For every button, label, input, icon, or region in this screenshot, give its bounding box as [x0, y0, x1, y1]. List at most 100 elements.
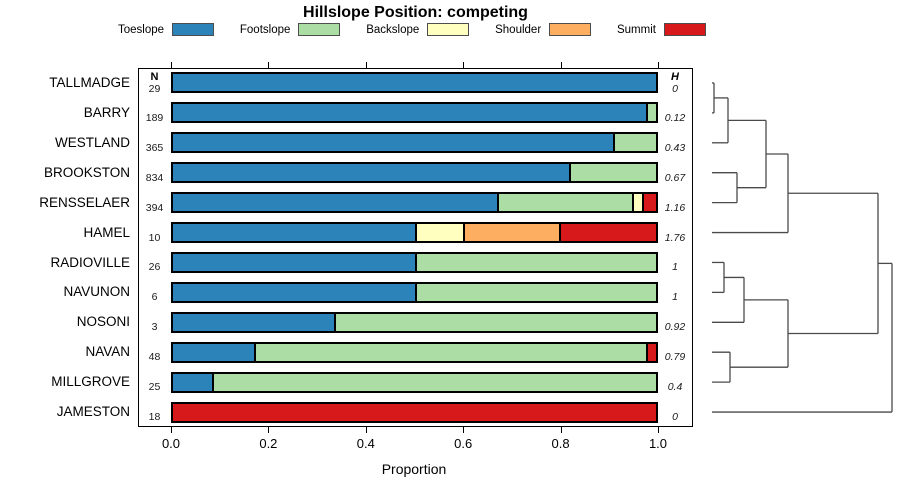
bar-segment-toeslope	[173, 224, 415, 242]
bar-westland	[171, 132, 658, 154]
bar-jameston	[171, 401, 658, 423]
n-value: 834	[145, 171, 164, 184]
legend-item-summit: Summit	[617, 23, 706, 36]
axis-tick-top	[463, 62, 465, 68]
row-label-navan: NAVAN	[85, 344, 130, 360]
axis-tick-top	[171, 62, 172, 68]
n-value: 189	[145, 111, 164, 124]
axis-tick-bottom	[560, 427, 562, 433]
n-value: 48	[148, 351, 161, 364]
axis-tick-bottom	[463, 427, 465, 433]
row-label-jameston: JAMESTON	[56, 404, 130, 420]
n-cell-barry: 189	[140, 98, 169, 128]
bar-radioville	[171, 251, 658, 273]
bar-segment-summit	[646, 343, 656, 361]
legend-swatch-footslope	[298, 23, 341, 36]
legend-swatch-summit	[663, 23, 706, 36]
bar-segment-toeslope	[173, 194, 497, 212]
n-cell-millgrove: 25	[140, 367, 169, 397]
n-value: 365	[145, 141, 164, 154]
shannon-h-value: 0.12	[664, 111, 686, 124]
h-cell-radioville: 1	[658, 248, 692, 278]
axis-tick-bottom	[171, 427, 172, 433]
shannon-h-value: 0.4	[667, 381, 683, 394]
legend-item-toeslope: Toeslope	[118, 23, 215, 36]
bar-segment-toeslope	[173, 104, 647, 122]
bar-rensselaer	[171, 192, 658, 214]
row-label-westland: WESTLAND	[54, 134, 130, 150]
h-cell-navunon: 1	[658, 277, 692, 307]
axis-tick-top	[560, 62, 562, 68]
n-cell-jameston: 18	[140, 397, 169, 427]
n-cell-tallmadge: N 29	[140, 68, 169, 98]
h-cell-rensselaer: 1.16	[658, 188, 692, 218]
n-cell-navan: 48	[140, 337, 169, 367]
n-value: 3	[151, 321, 158, 334]
chart-title: Hillslope Position: competing	[303, 4, 528, 21]
row-label-tallmadge: TALLMADGE	[49, 75, 130, 90]
bar-navunon	[171, 281, 658, 303]
n-cell-radioville: 26	[140, 248, 169, 278]
n-cell-nosoni: 3	[140, 307, 169, 337]
n-value: 6	[151, 291, 158, 304]
bar-segment-shoulder	[462, 224, 560, 242]
bar-segment-footslope	[414, 283, 656, 301]
legend-label: Toeslope	[118, 23, 165, 36]
legend-label: Shoulder	[495, 23, 542, 36]
legend-item-backslope: Backslope	[366, 23, 470, 36]
n-value: 10	[148, 231, 161, 244]
shannon-h-value: 0.79	[664, 351, 686, 364]
bar-segment-toeslope	[173, 373, 212, 391]
bar-millgrove	[171, 371, 658, 393]
shannon-h-value: 1.76	[664, 231, 686, 244]
h-cell-westland: 0.43	[658, 128, 692, 158]
shannon-h-value: 1	[672, 291, 678, 304]
bar-hamel	[171, 222, 658, 244]
h-cell-jameston: 0	[658, 397, 692, 427]
shannon-h-value: 1	[672, 261, 678, 274]
h-cell-millgrove: 0.4	[658, 367, 692, 397]
axis-tick-top	[365, 62, 367, 68]
bar-segment-footslope	[569, 164, 656, 182]
h-cell-hamel: 1.76	[658, 218, 692, 248]
row-label-radioville: RADIOVILLE	[50, 254, 130, 270]
legend-swatch-toeslope	[172, 23, 215, 36]
bar-segment-toeslope	[173, 283, 415, 301]
dendrogram	[712, 82, 893, 413]
bar-navan	[171, 341, 658, 363]
row-label-navunon: NAVUNON	[63, 284, 130, 300]
bar-segment-footslope	[414, 253, 656, 271]
bar-segment-backslope	[414, 224, 463, 242]
bar-segment-summit	[559, 224, 656, 242]
x-tick-label: 0.4	[356, 436, 375, 451]
bar-segment-footslope	[333, 313, 656, 331]
bar-tallmadge	[171, 72, 658, 94]
x-axis-label: Proportion	[381, 461, 447, 477]
bar-segment-backslope	[631, 194, 642, 212]
bar-barry	[171, 102, 658, 124]
n-cell-navunon: 6	[140, 277, 169, 307]
x-tick-label: 1.0	[648, 436, 668, 451]
plot-area	[138, 68, 693, 427]
row-label-millgrove: MILLGROVE	[51, 374, 130, 390]
shannon-h-value: 1.16	[664, 201, 686, 214]
axis-tick-bottom	[268, 427, 270, 433]
bar-segment-toeslope	[173, 74, 656, 92]
bar-segment-footslope	[253, 343, 647, 361]
n-value: 25	[148, 381, 161, 394]
axis-tick-bottom	[365, 427, 367, 433]
bar-segment-toeslope	[173, 134, 613, 152]
legend-swatch-shoulder	[549, 23, 592, 36]
row-label-rensselaer: RENSSELAER	[39, 194, 130, 210]
x-tick-label: 0.6	[454, 436, 473, 451]
axis-tick-top	[658, 62, 659, 68]
n-cell-westland: 365	[140, 128, 169, 158]
shannon-h-value: 0.92	[664, 321, 686, 334]
axis-tick-bottom	[658, 427, 659, 433]
legend-label: Footslope	[239, 23, 291, 36]
row-label-barry: BARRY	[83, 104, 130, 120]
row-label-hamel: HAMEL	[83, 224, 130, 240]
shannon-h-value: 0	[672, 82, 678, 95]
bar-segment-footslope	[612, 134, 656, 152]
